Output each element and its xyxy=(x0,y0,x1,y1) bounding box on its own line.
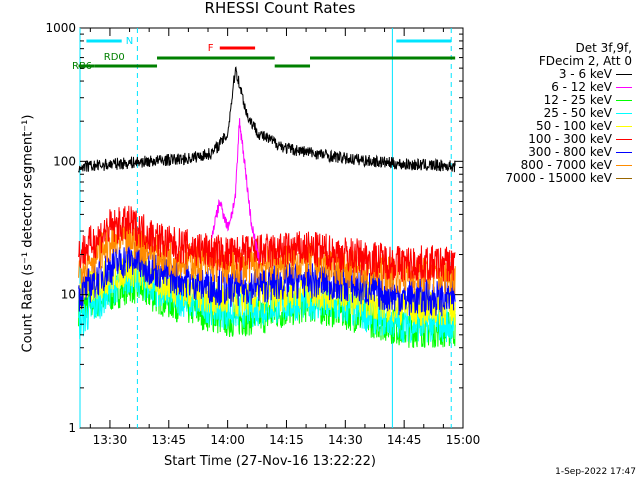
timestamp: 1-Sep-2022 17:47 xyxy=(555,467,636,477)
x-tick-label-6: 15:00 xyxy=(446,433,481,447)
legend-label: 100 - 300 keV xyxy=(528,132,612,146)
y-tick-label-2: 100 xyxy=(53,154,76,168)
legend-label: 800 - 7000 keV xyxy=(520,158,612,172)
legend-entry-5: 100 - 300 keV xyxy=(505,133,632,146)
annotation-label-1: F xyxy=(208,43,214,54)
legend-entry-8: 7000 - 15000 keV xyxy=(505,172,632,185)
legend-header-1: Det 3f,9f, xyxy=(575,41,633,55)
chart-title: RHESSI Count Rates xyxy=(204,0,356,17)
vertical-lines xyxy=(79,28,452,428)
x-tick-label-4: 14:30 xyxy=(328,433,363,447)
series-line-5 xyxy=(78,205,456,283)
x-tick-label-1: 13:45 xyxy=(151,433,186,447)
annotation-label-2: RD0 xyxy=(104,52,125,63)
x-tick-label-5: 14:45 xyxy=(387,433,422,447)
legend-entry-6: 300 - 800 keV xyxy=(505,146,632,159)
legend-swatch xyxy=(616,100,632,101)
legend-swatch xyxy=(616,74,632,75)
x-tick-label-3: 14:15 xyxy=(269,433,304,447)
x-tick-label-2: 14:00 xyxy=(210,433,245,447)
legend-label: 25 - 50 keV xyxy=(543,106,612,120)
legend-label: 50 - 100 keV xyxy=(535,119,612,133)
x-axis-label: Start Time (27-Nov-16 13:22:22) xyxy=(164,454,376,469)
legend-label: 7000 - 15000 keV xyxy=(505,171,612,185)
legend-label: 3 - 6 keV xyxy=(558,67,612,81)
legend-swatch xyxy=(616,152,632,153)
y-tick-label-0: 1 xyxy=(68,421,76,435)
legend-swatch xyxy=(616,178,632,179)
legend-header-2: FDecim 2, Att 0 xyxy=(538,54,632,68)
legend-swatch xyxy=(616,87,632,88)
series-line-0 xyxy=(78,66,456,173)
legend-entry-2: 12 - 25 keV xyxy=(505,94,632,107)
legend-label: 6 - 12 keV xyxy=(551,80,612,94)
x-tick-label-0: 13:30 xyxy=(93,433,128,447)
series-line-1 xyxy=(211,118,260,264)
series-lines xyxy=(78,66,456,348)
legend-entry-3: 25 - 50 keV xyxy=(505,107,632,120)
legend-swatch xyxy=(616,113,632,114)
y-tick-label-1: 10 xyxy=(61,288,76,302)
annotation-label-0: N xyxy=(126,36,133,47)
legend-swatch xyxy=(616,139,632,140)
y-tick-label-3: 1000 xyxy=(45,21,76,35)
legend: Det 3f,9f, FDecim 2, Att 0 3 - 6 keV 6 - … xyxy=(505,42,632,185)
x-ticks: 13:30 13:45 14:00 14:15 14:30 14:45 15:00 xyxy=(89,28,481,447)
annotation-label-3: RB6 xyxy=(72,61,92,72)
legend-entry-0: 3 - 6 keV xyxy=(505,68,632,81)
y-ticks: 1 10 100 1000 xyxy=(45,21,463,435)
legend-swatch xyxy=(616,126,632,127)
legend-entry-1: 6 - 12 keV xyxy=(505,81,632,94)
y-axis-label: Count Rate (s⁻¹ detector segment⁻¹) xyxy=(20,114,36,353)
legend-entry-4: 50 - 100 keV xyxy=(505,120,632,133)
legend-entry-7: 800 - 7000 keV xyxy=(505,159,632,172)
legend-swatch xyxy=(616,165,632,166)
legend-label: 12 - 25 keV xyxy=(543,93,612,107)
series-line-7 xyxy=(78,221,456,294)
legend-label: 300 - 800 keV xyxy=(528,145,612,159)
annotation-bars: N F RD0 RB6 xyxy=(72,36,456,72)
